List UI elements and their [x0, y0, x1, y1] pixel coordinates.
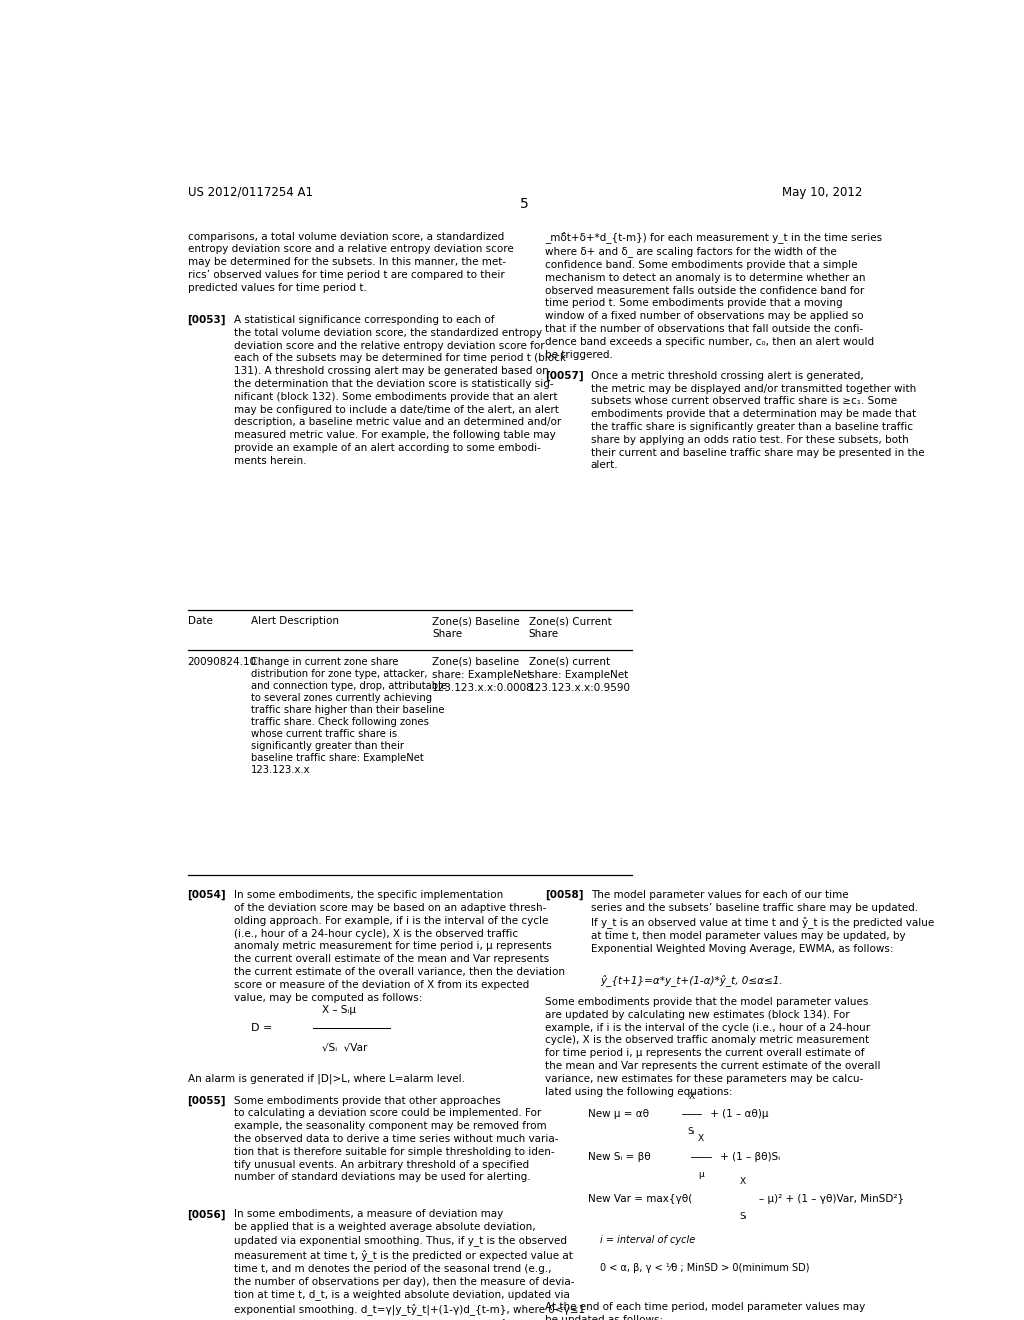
Text: New Var = max{γθ(: New Var = max{γθ(: [588, 1195, 692, 1204]
Text: Zone(s) Current
Share: Zone(s) Current Share: [528, 616, 611, 639]
Text: Zone(s) current
share: ExampleNet
123.123.x.x:0.9590: Zone(s) current share: ExampleNet 123.12…: [528, 657, 631, 693]
Text: [0056]: [0056]: [187, 1209, 226, 1220]
Text: X: X: [698, 1134, 705, 1143]
Text: D =: D =: [251, 1023, 272, 1034]
Text: In some embodiments, the specific implementation
of the deviation score may be b: In some embodiments, the specific implem…: [233, 890, 564, 1003]
Text: A statistical significance corresponding to each of
the total volume deviation s: A statistical significance corresponding…: [233, 315, 565, 466]
Text: [0055]: [0055]: [187, 1096, 226, 1106]
Text: – μ)² + (1 – γθ)Var, MinSD²}: – μ)² + (1 – γθ)Var, MinSD²}: [759, 1195, 904, 1204]
Text: Alert Description: Alert Description: [251, 616, 339, 626]
Text: Zone(s) baseline
share: ExampleNet
123.123.x.x:0.0008: Zone(s) baseline share: ExampleNet 123.1…: [432, 657, 534, 693]
Text: At the end of each time period, model parameter values may
be updated as follows: At the end of each time period, model pa…: [545, 1302, 865, 1320]
Text: New μ = αθ: New μ = αθ: [588, 1109, 649, 1119]
Text: + (1 – βθ)Sᵢ: + (1 – βθ)Sᵢ: [717, 1151, 780, 1162]
Text: Zone(s) Baseline
Share: Zone(s) Baseline Share: [432, 616, 519, 639]
Text: An alarm is generated if |D|>L, where L=alarm level.: An alarm is generated if |D|>L, where L=…: [187, 1073, 465, 1084]
Text: X: X: [740, 1177, 746, 1185]
Text: 5: 5: [520, 197, 529, 211]
Text: X – Sᵢμ: X – Sᵢμ: [323, 1006, 356, 1015]
Text: _mẟ̂t+δ+*d_{t-m}) for each measurement y_t in the time series
where δ+ and δ_ ar: _mẟ̂t+δ+*d_{t-m}) for each measurement y…: [545, 231, 882, 359]
Text: 20090824.10: 20090824.10: [187, 657, 257, 667]
Text: X: X: [688, 1092, 694, 1101]
Text: 0 < α, β, γ < ¹⁄θ ; MinSD > 0(minimum SD): 0 < α, β, γ < ¹⁄θ ; MinSD > 0(minimum SD…: [600, 1263, 810, 1274]
Text: Date: Date: [187, 616, 212, 626]
Text: ŷ_{t+1}=α*y_t+(1-α)*ŷ_t, 0≤α≤1.: ŷ_{t+1}=α*y_t+(1-α)*ŷ_t, 0≤α≤1.: [600, 974, 782, 986]
Text: Sᵢ: Sᵢ: [688, 1127, 695, 1137]
Text: May 10, 2012: May 10, 2012: [781, 186, 862, 199]
Text: Some embodiments provide that other approaches
to calculating a deviation score : Some embodiments provide that other appr…: [233, 1096, 558, 1183]
Text: √Sᵢ  √Var: √Sᵢ √Var: [323, 1043, 368, 1052]
Text: + (1 – αθ)μ: + (1 – αθ)μ: [708, 1109, 769, 1119]
Text: comparisons, a total volume deviation score, a standardized
entropy deviation sc: comparisons, a total volume deviation sc…: [187, 231, 513, 293]
Text: [0054]: [0054]: [187, 890, 226, 900]
Text: Once a metric threshold crossing alert is generated,
the metric may be displayed: Once a metric threshold crossing alert i…: [591, 371, 925, 470]
Text: The model parameter values for each of our time
series and the subsets’ baseline: The model parameter values for each of o…: [591, 890, 934, 953]
Text: Change in current zone share
distribution for zone type, attacker,
and connectio: Change in current zone share distributio…: [251, 657, 447, 775]
Text: [0053]: [0053]: [187, 315, 226, 325]
Text: [0058]: [0058]: [545, 890, 583, 900]
Text: Sᵢ: Sᵢ: [739, 1212, 746, 1221]
Text: US 2012/0117254 A1: US 2012/0117254 A1: [187, 186, 312, 199]
Text: Some embodiments provide that the model parameter values
are updated by calculat: Some embodiments provide that the model …: [545, 997, 881, 1097]
Text: [0057]: [0057]: [545, 371, 584, 381]
Text: μ: μ: [698, 1170, 703, 1179]
Text: New Sᵢ = βθ: New Sᵢ = βθ: [588, 1151, 651, 1162]
Text: In some embodiments, a measure of deviation may
be applied that is a weighted av: In some embodiments, a measure of deviat…: [233, 1209, 585, 1320]
Text: i = interval of cycle: i = interval of cycle: [600, 1234, 695, 1245]
